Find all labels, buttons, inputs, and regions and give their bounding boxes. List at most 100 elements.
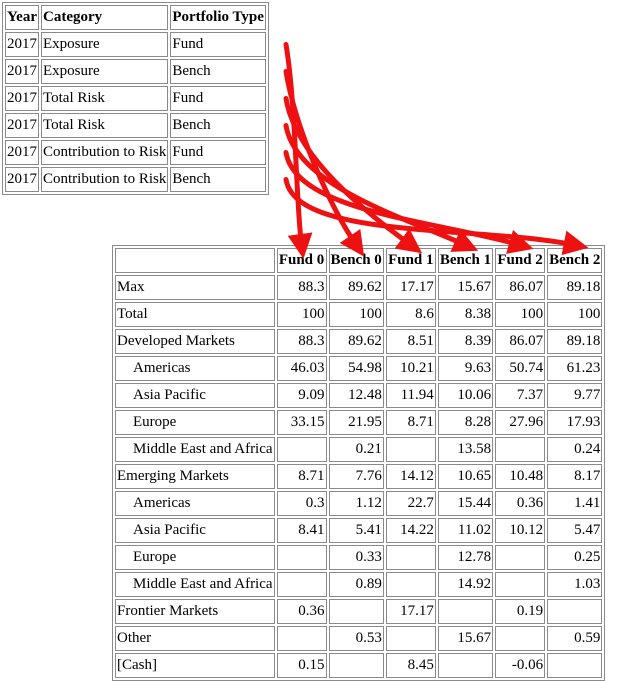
pivot-value-cell: 0.24 <box>547 437 603 462</box>
pivot-value-cell: 89.62 <box>328 329 384 354</box>
pivot-value-cell: 11.02 <box>437 518 494 543</box>
pivot-value-cell: 0.36 <box>276 599 327 624</box>
pivot-value-cell <box>328 653 384 678</box>
pivot-value-cell <box>276 572 327 597</box>
pivot-row-label: Asia Pacific <box>115 383 275 408</box>
pivot-value-cell <box>495 545 546 570</box>
source-cell-category: Exposure <box>41 32 169 57</box>
pivot-header-column: Fund 1 <box>385 248 436 273</box>
pivot-table-row: Other 0.53 15.67 0.59 <box>115 626 603 651</box>
pivot-row-label: Americas <box>115 356 275 381</box>
pivot-table-header-row: Fund 0 Bench 0 Fund 1 Bench 1 Fund 2 Bench 2 <box>115 248 603 273</box>
pivot-value-cell: 8.28 <box>437 410 494 435</box>
source-cell-portfolio-type: Bench <box>170 59 266 84</box>
pivot-value-cell <box>276 626 327 651</box>
pivot-value-cell: 8.38 <box>437 302 494 327</box>
source-cell-year: 2017 <box>5 86 39 111</box>
source-cell-category: Contribution to Risk <box>41 167 169 192</box>
pivot-value-cell: 14.92 <box>437 572 494 597</box>
pivot-value-cell: 89.18 <box>547 329 603 354</box>
pivot-value-cell: 8.39 <box>437 329 494 354</box>
pivot-value-cell: 100 <box>547 302 603 327</box>
pivot-value-cell <box>276 437 327 462</box>
pivot-value-cell: -0.06 <box>495 653 546 678</box>
source-table-row: 2017 Total Risk Fund <box>5 86 266 111</box>
pivot-value-cell <box>495 572 546 597</box>
pivot-value-cell: 0.89 <box>328 572 384 597</box>
mapping-arrow <box>283 69 365 257</box>
pivot-value-cell: 15.44 <box>437 491 494 516</box>
pivot-header-column: Fund 2 <box>495 248 546 273</box>
pivot-value-cell: 0.3 <box>276 491 327 516</box>
pivot-value-cell <box>276 545 327 570</box>
mapping-arrow <box>283 150 534 254</box>
source-cell-year: 2017 <box>5 113 39 138</box>
pivot-value-cell: 21.95 <box>328 410 384 435</box>
source-table: Year Category Portfolio Type 2017 Exposur… <box>2 2 269 195</box>
source-cell-portfolio-type: Fund <box>170 86 266 111</box>
pivot-value-cell: 10.65 <box>437 464 494 489</box>
pivot-row-label: Frontier Markets <box>115 599 275 624</box>
pivot-value-cell: 14.12 <box>385 464 436 489</box>
pivot-value-cell: 0.59 <box>547 626 603 651</box>
pivot-table-row: Developed Markets 88.3 89.62 8.51 8.39 86.07 8… <box>115 329 603 354</box>
pivot-value-cell: 7.76 <box>328 464 384 489</box>
source-cell-year: 2017 <box>5 140 39 165</box>
pivot-value-cell <box>385 626 436 651</box>
source-cell-year: 2017 <box>5 167 39 192</box>
pivot-table: Fund 0 Bench 0 Fund 1 Bench 1 Fund 2 Bench 2 … <box>112 245 606 681</box>
source-table-header-row: Year Category Portfolio Type <box>5 5 266 30</box>
source-cell-year: 2017 <box>5 59 39 84</box>
mapping-arrow <box>283 123 479 252</box>
pivot-value-cell: 89.18 <box>547 275 603 300</box>
pivot-table-row: Middle East and Africa 0.89 14.92 1.03 <box>115 572 603 597</box>
pivot-value-cell: 86.07 <box>495 329 546 354</box>
pivot-value-cell: 50.74 <box>495 356 546 381</box>
pivot-value-cell <box>385 545 436 570</box>
pivot-value-cell: 17.17 <box>385 599 436 624</box>
pivot-value-cell <box>328 599 384 624</box>
source-cell-portfolio-type: Bench <box>170 167 266 192</box>
pivot-value-cell: 15.67 <box>437 275 494 300</box>
pivot-value-cell: 8.6 <box>385 302 436 327</box>
pivot-value-cell <box>437 599 494 624</box>
pivot-value-cell: 89.62 <box>328 275 384 300</box>
pivot-value-cell <box>385 437 436 462</box>
pivot-row-label: Max <box>115 275 275 300</box>
pivot-value-cell: 8.71 <box>385 410 436 435</box>
source-table-row: 2017 Contribution to Risk Fund <box>5 140 266 165</box>
pivot-value-cell: 13.58 <box>437 437 494 462</box>
pivot-table-row: Asia Pacific 8.41 5.41 14.22 11.02 10.12 5.47 <box>115 518 603 543</box>
pivot-value-cell: 8.17 <box>547 464 603 489</box>
pivot-value-cell: 10.12 <box>495 518 546 543</box>
pivot-value-cell: 17.17 <box>385 275 436 300</box>
source-cell-category: Total Risk <box>41 113 169 138</box>
pivot-value-cell: 10.48 <box>495 464 546 489</box>
pivot-value-cell <box>437 653 494 678</box>
pivot-value-cell: 22.7 <box>385 491 436 516</box>
pivot-value-cell: 5.47 <box>547 518 603 543</box>
pivot-value-cell: 54.98 <box>328 356 384 381</box>
pivot-value-cell: 7.37 <box>495 383 546 408</box>
source-header-year: Year <box>5 5 39 30</box>
source-table-row: 2017 Total Risk Bench <box>5 113 266 138</box>
pivot-value-cell: 0.53 <box>328 626 384 651</box>
pivot-value-cell <box>495 626 546 651</box>
source-table-row: 2017 Contribution to Risk Bench <box>5 167 266 192</box>
mapping-arrow <box>283 96 423 254</box>
pivot-row-label: Total <box>115 302 275 327</box>
pivot-value-cell: 5.41 <box>328 518 384 543</box>
mapping-arrow <box>283 177 589 256</box>
pivot-value-cell: 88.3 <box>276 275 327 300</box>
pivot-value-cell: 11.94 <box>385 383 436 408</box>
pivot-value-cell: 8.45 <box>385 653 436 678</box>
pivot-table-row: Europe 33.15 21.95 8.71 8.28 27.96 17.93 <box>115 410 603 435</box>
pivot-table-row: Americas 46.03 54.98 10.21 9.63 50.74 61.23 <box>115 356 603 381</box>
pivot-table-row: Europe 0.33 12.78 0.25 <box>115 545 603 570</box>
pivot-row-label: Developed Markets <box>115 329 275 354</box>
pivot-value-cell: 46.03 <box>276 356 327 381</box>
pivot-value-cell: 0.25 <box>547 545 603 570</box>
pivot-header-corner <box>115 248 275 273</box>
pivot-value-cell: 100 <box>276 302 327 327</box>
pivot-table-row: Americas 0.3 1.12 22.7 15.44 0.36 1.41 <box>115 491 603 516</box>
